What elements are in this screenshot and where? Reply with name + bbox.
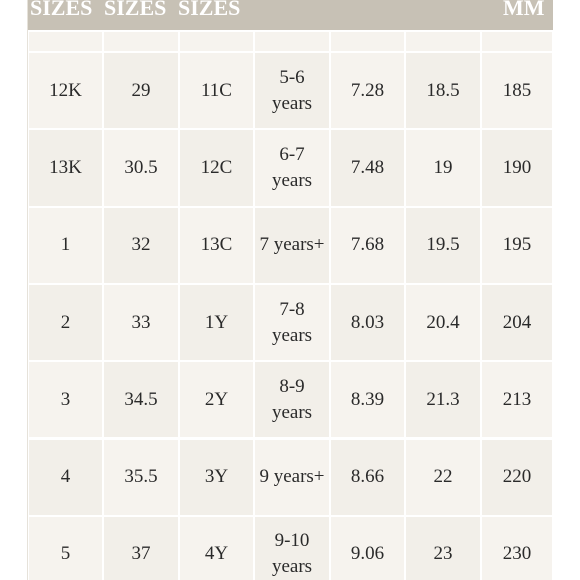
spacer-cell <box>406 32 480 51</box>
table-cell: 3 <box>29 362 102 438</box>
table-cell: 30.5 <box>104 130 178 206</box>
table-cell: 13C <box>180 207 253 283</box>
table-cell: 33 <box>104 284 178 361</box>
header-band <box>28 0 553 30</box>
spacer-cell <box>331 32 404 51</box>
table-cell: 5-6 years <box>255 53 329 129</box>
table-cell: 12C <box>180 130 253 206</box>
table-cell: 7.48 <box>331 130 404 206</box>
table-cell: 7.28 <box>331 53 404 129</box>
table-cell: 7-8 years <box>255 284 329 361</box>
table-cell: 7 years+ <box>255 207 329 283</box>
table-cell: 190 <box>482 130 552 206</box>
header-label: SIZES <box>30 0 93 20</box>
table-cell: 1 <box>29 207 102 283</box>
table-cell: 213 <box>482 362 552 438</box>
table-cell: 9-10 years <box>255 516 329 580</box>
table-cell: 35.5 <box>104 439 178 515</box>
table-cell: 11C <box>180 53 253 129</box>
table-cell: 18.5 <box>406 53 480 129</box>
table-cell: 29 <box>104 53 178 129</box>
table-cell: 8.39 <box>331 362 404 438</box>
table-cell: 19 <box>406 130 480 206</box>
table-cell: 8-9 years <box>255 362 329 438</box>
table-cell: 195 <box>482 207 552 283</box>
table-cell: 6-7 years <box>255 130 329 206</box>
margin <box>0 0 28 580</box>
header-label: SIZES <box>178 0 241 20</box>
spacer-cell <box>29 32 102 51</box>
table-cell: 4 <box>29 439 102 515</box>
table-cell: 5 <box>29 516 102 580</box>
table-cell: 32 <box>104 207 178 283</box>
table-cell: 185 <box>482 53 552 129</box>
table-cell: 9 years+ <box>255 439 329 515</box>
table-cell: 8.03 <box>331 284 404 361</box>
table-cell: 4Y <box>180 516 253 580</box>
table-cell: 9.06 <box>331 516 404 580</box>
table-cell: 1Y <box>180 284 253 361</box>
table-cell: 220 <box>482 439 552 515</box>
table-cell: 23 <box>406 516 480 580</box>
table-cell: 230 <box>482 516 552 580</box>
table-cell: 7.68 <box>331 207 404 283</box>
table-cell: 12K <box>29 53 102 129</box>
table-cell: 37 <box>104 516 178 580</box>
header-label: MM <box>503 0 545 20</box>
table-cell: 2Y <box>180 362 253 438</box>
table-cell: 22 <box>406 439 480 515</box>
table-cell: 204 <box>482 284 552 361</box>
table-cell: 3Y <box>180 439 253 515</box>
header-label: SIZES <box>104 0 167 20</box>
spacer-cell <box>255 32 329 51</box>
spacer-cell <box>104 32 178 51</box>
spacer-cell <box>180 32 253 51</box>
table-cell: 2 <box>29 284 102 361</box>
table-cell: 34.5 <box>104 362 178 438</box>
table-cell: 21.3 <box>406 362 480 438</box>
table-cell: 20.4 <box>406 284 480 361</box>
table-cell: 19.5 <box>406 207 480 283</box>
table-cell: 13K <box>29 130 102 206</box>
spacer-cell <box>482 32 552 51</box>
table-cell: 8.66 <box>331 439 404 515</box>
